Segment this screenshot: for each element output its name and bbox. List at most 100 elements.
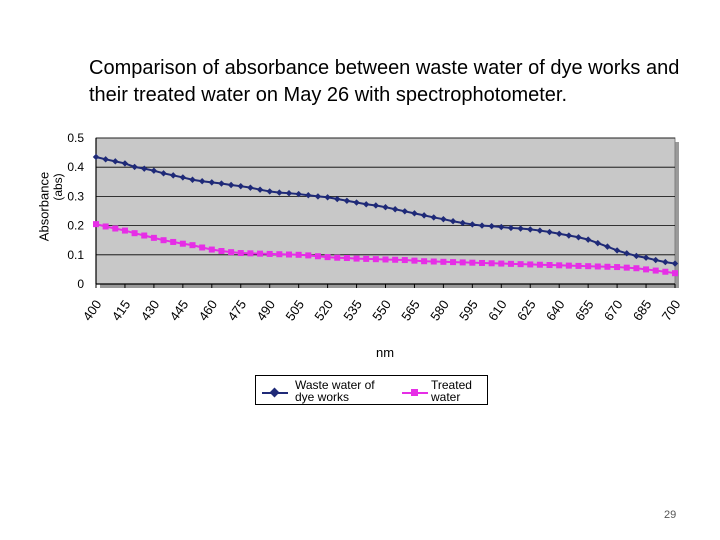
data-point-treated-water: [343, 255, 350, 262]
data-point-treated-water: [199, 244, 206, 251]
data-point-treated-water: [479, 259, 485, 266]
data-point-treated-water: [112, 225, 119, 232]
data-point-waste-water: [642, 254, 650, 261]
data-point-treated-water: [382, 256, 389, 263]
data-point-waste-water: [102, 156, 109, 163]
x-tick-label: 430: [138, 297, 163, 323]
data-point-waste-water: [218, 180, 225, 187]
data-point-waste-water: [411, 210, 418, 217]
x-tick-label: 685: [630, 297, 655, 323]
data-point-waste-water: [363, 201, 370, 208]
x-tick-label: 700: [659, 297, 684, 323]
data-point-treated-water: [392, 256, 399, 263]
data-point-waste-water: [353, 199, 360, 206]
data-point-waste-water: [285, 189, 293, 197]
data-point-treated-water: [450, 259, 457, 266]
data-point-waste-water: [420, 212, 428, 219]
data-point-treated-water: [517, 261, 524, 268]
data-point-treated-water: [150, 234, 157, 241]
data-point-waste-water: [430, 214, 437, 221]
data-point-waste-water: [92, 153, 100, 161]
y-tick-label: 0.2: [67, 219, 84, 233]
x-tick-label: 445: [167, 297, 192, 323]
data-point-treated-water: [228, 249, 235, 256]
x-axis-label: nm: [376, 345, 394, 360]
data-point-treated-water: [208, 246, 215, 253]
data-point-waste-water: [662, 258, 669, 266]
data-point-waste-water: [498, 223, 505, 231]
data-point-waste-water: [141, 165, 148, 172]
data-point-treated-water: [488, 260, 495, 267]
data-point-treated-water: [604, 263, 611, 270]
data-point-treated-water: [131, 230, 138, 237]
data-point-waste-water: [131, 163, 138, 171]
data-point-waste-water: [633, 252, 640, 260]
data-point-waste-water: [372, 202, 380, 209]
legend-label-treated: Treated water: [431, 378, 472, 404]
data-point-treated-water: [546, 262, 553, 269]
data-point-waste-water: [556, 230, 563, 237]
data-point-treated-water: [160, 237, 167, 244]
x-tick-label: 490: [253, 297, 278, 323]
data-point-treated-water: [411, 257, 418, 264]
legend-marker-treated: [411, 389, 418, 396]
data-point-waste-water: [112, 158, 119, 165]
x-tick-label: 400: [80, 297, 105, 323]
data-point-waste-water: [527, 226, 534, 233]
data-point-treated-water: [652, 267, 659, 274]
x-tick-label: 610: [485, 297, 510, 323]
data-point-treated-water: [295, 251, 302, 258]
data-point-waste-water: [565, 232, 573, 239]
data-point-treated-water: [247, 250, 254, 257]
data-point-treated-water: [585, 263, 592, 270]
data-point-treated-water: [536, 261, 543, 268]
data-point-waste-water: [160, 170, 167, 177]
x-tick-label: 595: [456, 297, 481, 323]
data-point-waste-water: [671, 260, 679, 267]
data-point-waste-water: [382, 204, 389, 211]
x-tick-label: 655: [572, 297, 597, 323]
data-point-treated-water: [623, 264, 630, 271]
data-point-waste-water: [208, 179, 215, 186]
data-point-treated-water: [594, 263, 601, 270]
y-tick-label: 0.3: [67, 189, 84, 203]
data-point-waste-water: [227, 181, 235, 189]
x-tick-label: 625: [514, 297, 539, 323]
data-point-waste-water: [189, 176, 196, 183]
y-tick-label: 0.1: [67, 248, 84, 262]
data-point-waste-water: [440, 215, 447, 223]
data-point-waste-water: [266, 188, 273, 195]
x-tick-label: 535: [340, 297, 365, 323]
data-point-treated-water: [353, 255, 360, 262]
data-point-treated-water: [614, 264, 621, 271]
data-point-waste-water: [469, 221, 476, 228]
data-point-waste-water: [459, 219, 466, 227]
data-point-waste-water: [584, 236, 592, 243]
x-tick-label: 640: [543, 297, 568, 323]
data-point-waste-water: [334, 195, 341, 203]
data-point-waste-water: [237, 182, 244, 190]
data-point-treated-water: [527, 261, 534, 268]
data-point-waste-water: [401, 208, 408, 215]
legend-marker-waste: [269, 387, 280, 398]
data-point-treated-water: [237, 250, 244, 257]
data-point-treated-water: [218, 248, 225, 255]
x-tick-label: 565: [398, 297, 423, 323]
data-point-treated-water: [141, 232, 148, 239]
data-point-treated-water: [314, 253, 321, 260]
data-point-waste-water: [295, 190, 302, 198]
data-point-treated-water: [324, 254, 331, 261]
data-point-waste-water: [343, 197, 351, 204]
data-point-waste-water: [546, 228, 553, 236]
data-point-waste-water: [652, 256, 659, 264]
data-point-treated-water: [334, 254, 341, 261]
data-point-waste-water: [179, 174, 187, 181]
data-point-treated-water: [363, 255, 370, 262]
data-point-waste-water: [604, 243, 611, 250]
data-point-treated-water: [401, 257, 408, 264]
x-tick-label: 460: [196, 297, 221, 323]
data-point-treated-water: [266, 250, 273, 257]
data-point-waste-water: [247, 184, 254, 191]
data-point-waste-water: [517, 225, 524, 232]
